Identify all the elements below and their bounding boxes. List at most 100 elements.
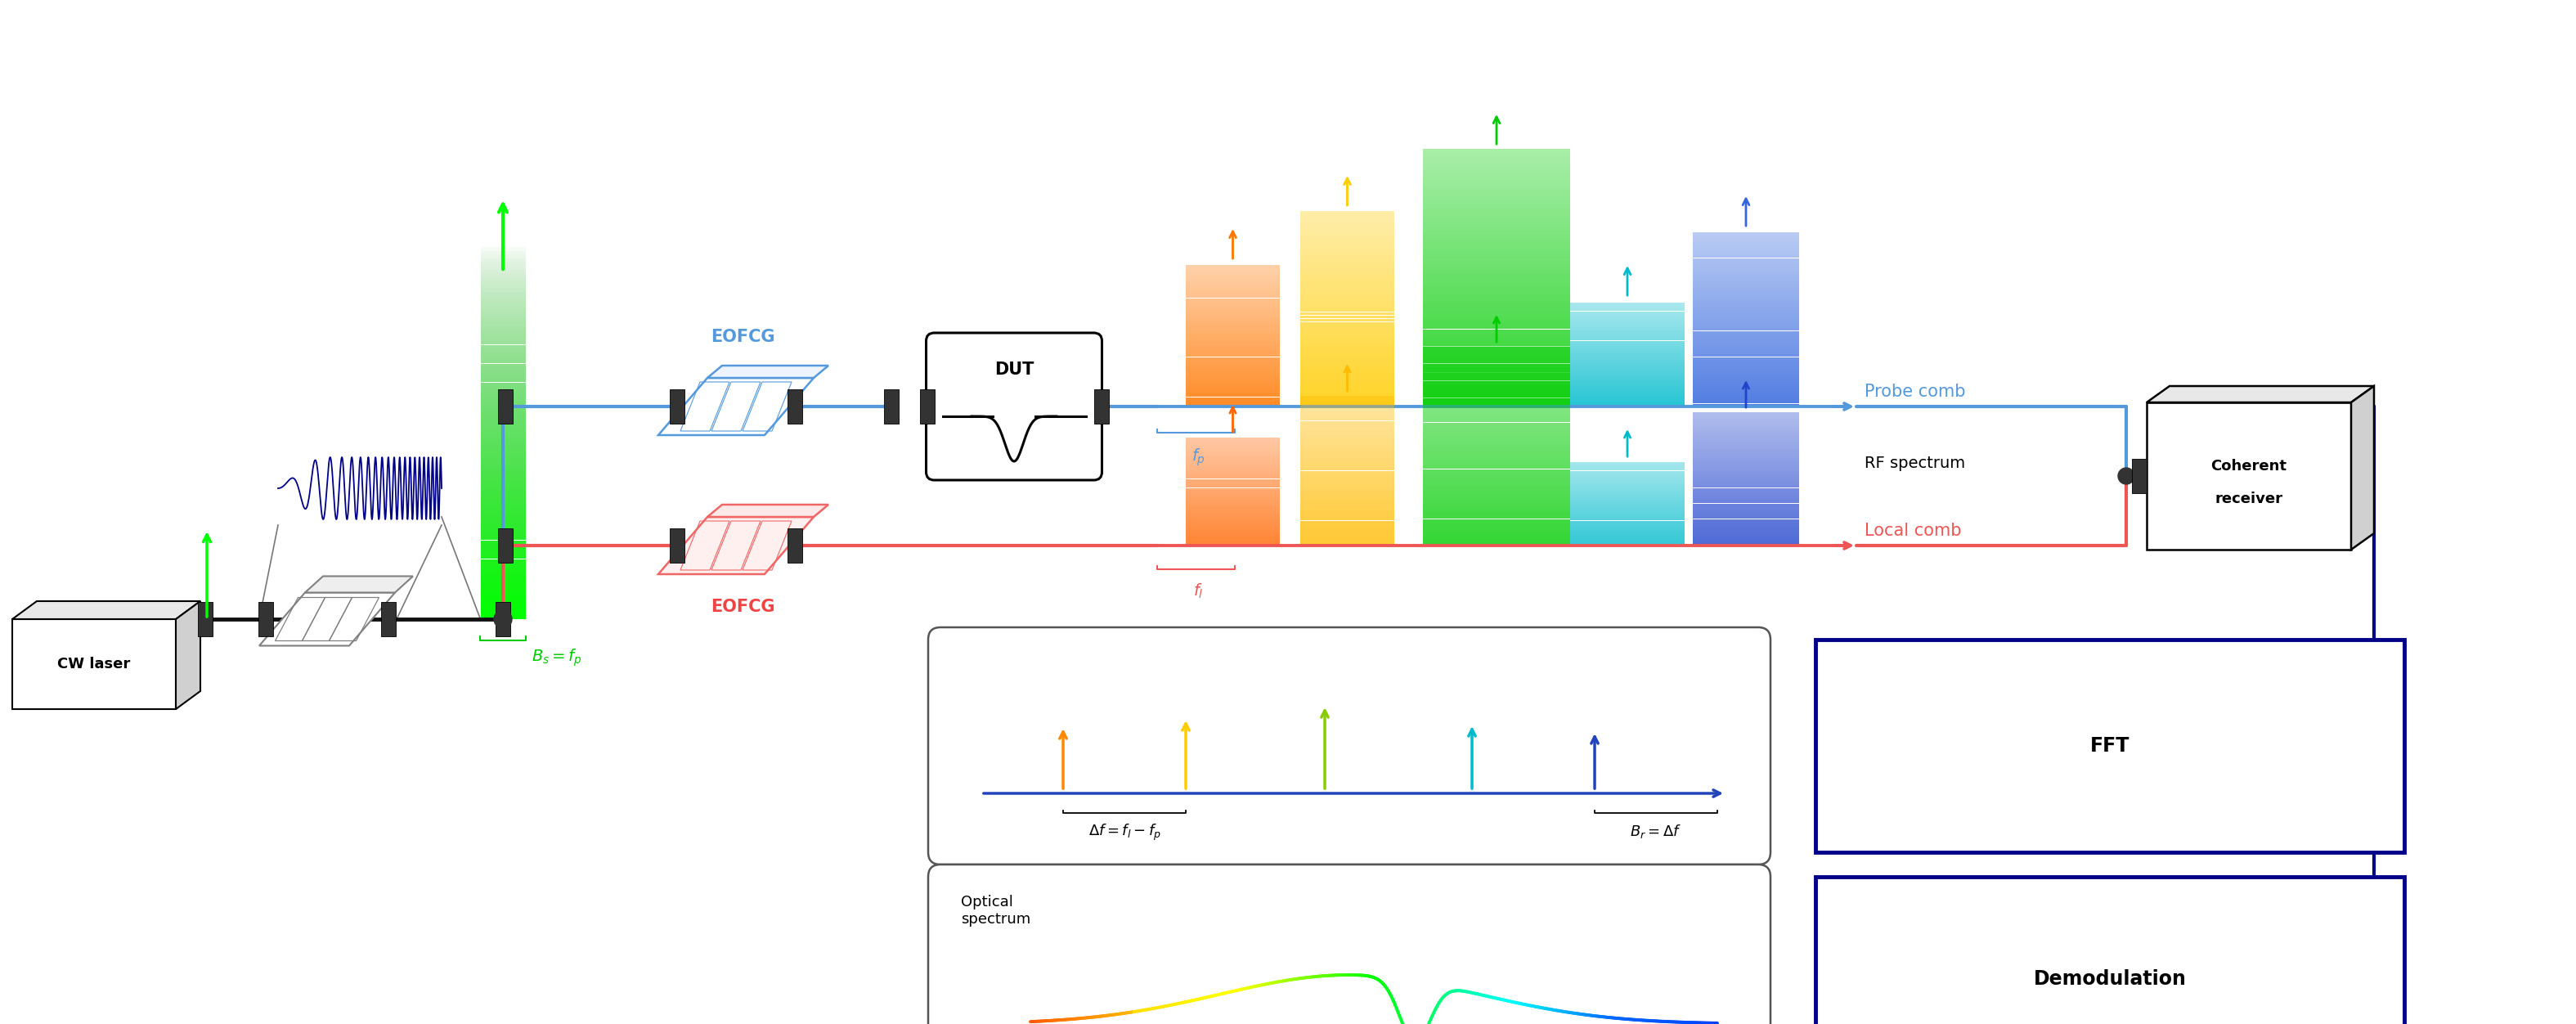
- Bar: [1301, 400, 1394, 403]
- Bar: [1571, 487, 1685, 488]
- Bar: [1185, 322, 1280, 324]
- Bar: [1185, 472, 1280, 473]
- Bar: [1301, 345, 1394, 348]
- Bar: [1301, 371, 1394, 374]
- Bar: [1301, 211, 1394, 214]
- Bar: [1301, 325, 1394, 329]
- Bar: [1692, 395, 1798, 397]
- Bar: [1571, 347, 1685, 349]
- Bar: [1301, 393, 1394, 396]
- Bar: [1185, 441, 1280, 442]
- Bar: [1692, 307, 1798, 310]
- Bar: [1571, 536, 1685, 538]
- Bar: [1301, 360, 1394, 365]
- Bar: [1301, 445, 1394, 449]
- Bar: [1185, 475, 1280, 477]
- Bar: [1301, 490, 1394, 494]
- Bar: [1571, 527, 1685, 529]
- Bar: [2146, 402, 2352, 550]
- Bar: [1185, 479, 1280, 480]
- Bar: [482, 273, 526, 278]
- Bar: [1301, 536, 1394, 538]
- Bar: [1301, 266, 1394, 269]
- Bar: [1692, 380, 1798, 383]
- Bar: [1571, 356, 1685, 358]
- Bar: [1185, 487, 1280, 489]
- Bar: [1422, 372, 1571, 377]
- Bar: [1422, 396, 1571, 399]
- Bar: [1185, 388, 1280, 390]
- Bar: [1692, 472, 1798, 474]
- Bar: [1692, 512, 1798, 514]
- FancyBboxPatch shape: [927, 628, 1770, 864]
- Bar: [1692, 439, 1798, 441]
- Bar: [1422, 362, 1571, 366]
- Bar: [1185, 287, 1280, 289]
- Bar: [1301, 463, 1394, 466]
- Bar: [2133, 459, 2146, 494]
- Text: Probe comb: Probe comb: [1865, 384, 1965, 400]
- Bar: [1422, 402, 1571, 406]
- Bar: [1571, 529, 1685, 530]
- Bar: [1301, 269, 1394, 273]
- Bar: [1301, 480, 1394, 483]
- Bar: [1422, 364, 1571, 368]
- Bar: [1692, 521, 1798, 523]
- Bar: [1301, 543, 1394, 546]
- Bar: [1185, 495, 1280, 497]
- Bar: [1185, 531, 1280, 532]
- Bar: [1185, 480, 1280, 482]
- Bar: [1422, 308, 1571, 312]
- Bar: [1692, 527, 1798, 530]
- Bar: [1692, 351, 1798, 354]
- Bar: [1571, 464, 1685, 465]
- Bar: [1301, 538, 1394, 541]
- Bar: [482, 563, 526, 566]
- Bar: [482, 404, 526, 409]
- Bar: [482, 368, 526, 371]
- Bar: [1185, 503, 1280, 504]
- Bar: [1185, 451, 1280, 452]
- Bar: [1692, 493, 1798, 495]
- Bar: [1571, 507, 1685, 508]
- Bar: [1422, 226, 1571, 230]
- Bar: [1692, 331, 1798, 334]
- Bar: [1422, 472, 1571, 476]
- Bar: [1301, 398, 1394, 400]
- Polygon shape: [708, 366, 829, 378]
- Bar: [1185, 392, 1280, 394]
- Bar: [1185, 535, 1280, 537]
- Bar: [258, 602, 273, 636]
- Bar: [1185, 294, 1280, 296]
- Bar: [1422, 174, 1571, 179]
- Bar: [482, 438, 526, 442]
- Bar: [1185, 504, 1280, 506]
- Bar: [1692, 397, 1798, 400]
- Bar: [1185, 350, 1280, 352]
- Bar: [1422, 479, 1571, 482]
- Bar: [1692, 541, 1798, 544]
- Bar: [1692, 319, 1798, 323]
- Bar: [1185, 336, 1280, 338]
- Bar: [1692, 461, 1798, 464]
- Bar: [1301, 244, 1394, 247]
- Text: Coherent: Coherent: [2210, 459, 2287, 473]
- Bar: [1185, 539, 1280, 540]
- Bar: [1571, 401, 1685, 403]
- Bar: [495, 602, 510, 636]
- Bar: [1185, 540, 1280, 542]
- Bar: [1301, 302, 1394, 305]
- Bar: [1692, 279, 1798, 282]
- Bar: [1301, 250, 1394, 253]
- Bar: [1571, 539, 1685, 540]
- Bar: [1185, 499, 1280, 501]
- Bar: [482, 300, 526, 303]
- Bar: [1692, 506, 1798, 508]
- Bar: [1571, 389, 1685, 391]
- Bar: [1692, 504, 1798, 506]
- Bar: [1571, 404, 1685, 407]
- Bar: [670, 389, 685, 424]
- Bar: [1422, 466, 1571, 469]
- Bar: [1301, 436, 1394, 438]
- Bar: [482, 552, 526, 555]
